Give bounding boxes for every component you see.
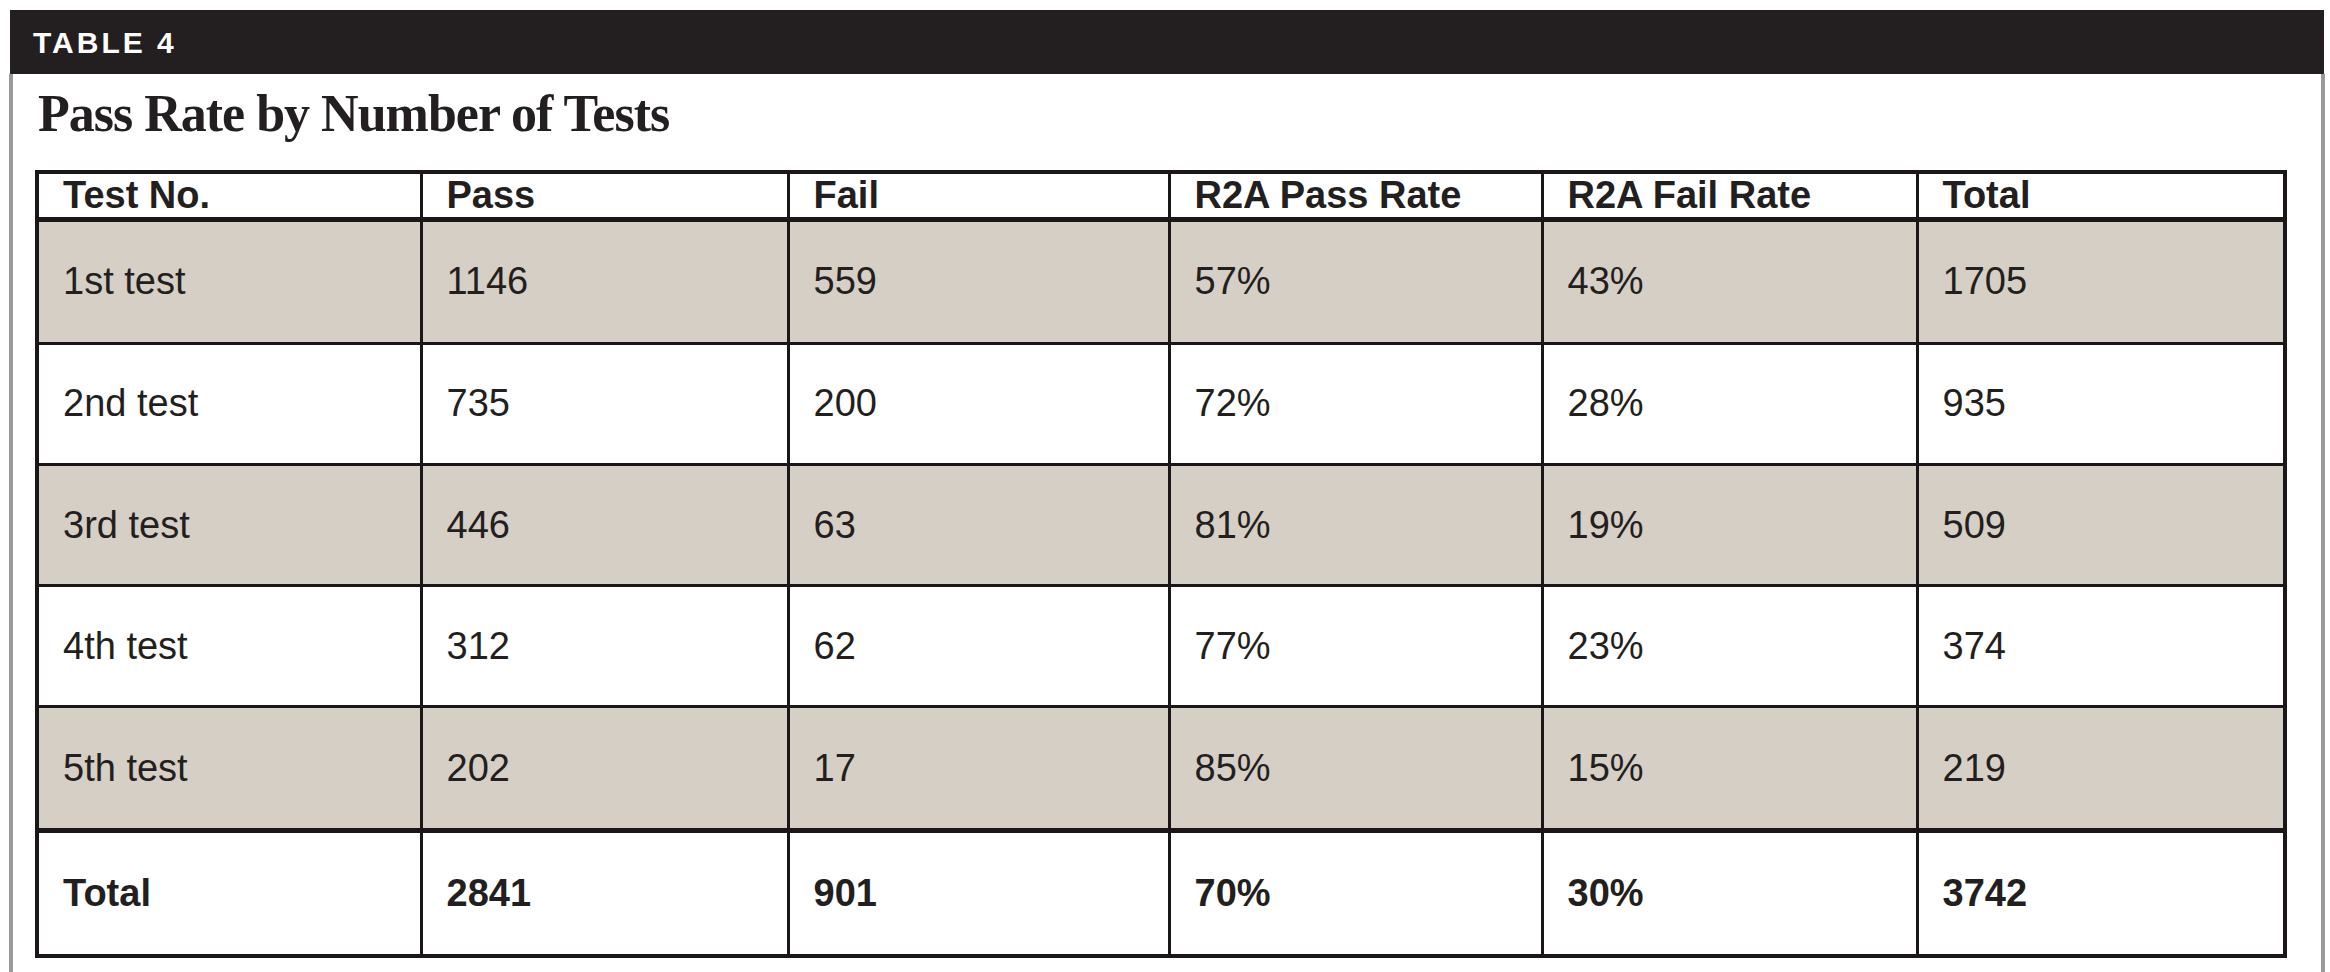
table-cell: 3742: [1917, 831, 2285, 956]
table-cell: 1705: [1917, 220, 2285, 344]
row-label-cell: 3rd test: [37, 465, 421, 586]
row-label-cell: 4th test: [37, 586, 421, 707]
column-header-total: Total: [1917, 172, 2285, 220]
column-header-fail: Fail: [788, 172, 1169, 220]
table-cell: 374: [1917, 586, 2285, 707]
table-cell: 219: [1917, 707, 2285, 831]
table-cell: 28%: [1542, 343, 1917, 464]
table-row: 5th test2021785%15%219: [37, 707, 2285, 831]
table-row: 4th test3126277%23%374: [37, 586, 2285, 707]
pass-rate-table: Test No. Pass Fail R2A Pass Rate R2A Fai…: [35, 170, 2287, 958]
table-cell: 735: [421, 343, 788, 464]
table-cell: 63: [788, 465, 1169, 586]
table-cell: 15%: [1542, 707, 1917, 831]
document-page: TABLE 4 Pass Rate by Number of Tests Tes…: [0, 0, 2330, 972]
table-number-label: TABLE 4: [10, 24, 177, 60]
table-cell: 43%: [1542, 220, 1917, 344]
column-header-test-no: Test No.: [37, 172, 421, 220]
table-cell: 446: [421, 465, 788, 586]
table-cell: 200: [788, 343, 1169, 464]
table-cell: 935: [1917, 343, 2285, 464]
page-edge-line-right: [2321, 74, 2325, 972]
table-cell: 57%: [1169, 220, 1542, 344]
table-total-row: Total284190170%30%3742: [37, 831, 2285, 956]
column-header-r2a-fail-rate: R2A Fail Rate: [1542, 172, 1917, 220]
table-row: 3rd test4466381%19%509: [37, 465, 2285, 586]
table-cell: 901: [788, 831, 1169, 956]
table-body: 1st test114655957%43%17052nd test7352007…: [37, 220, 2285, 957]
column-header-r2a-pass-rate: R2A Pass Rate: [1169, 172, 1542, 220]
table-cell: 23%: [1542, 586, 1917, 707]
row-label-cell: 5th test: [37, 707, 421, 831]
row-label-cell: Total: [37, 831, 421, 956]
table-cell: 77%: [1169, 586, 1542, 707]
table-cell: 30%: [1542, 831, 1917, 956]
table-cell: 85%: [1169, 707, 1542, 831]
header-row: Test No. Pass Fail R2A Pass Rate R2A Fai…: [37, 172, 2285, 220]
page-edge-line-left: [9, 74, 13, 972]
table-cell: 2841: [421, 831, 788, 956]
table-row: 1st test114655957%43%1705: [37, 220, 2285, 344]
table-row: 2nd test73520072%28%935: [37, 343, 2285, 464]
table-cell: 19%: [1542, 465, 1917, 586]
table-cell: 81%: [1169, 465, 1542, 586]
table-cell: 17: [788, 707, 1169, 831]
table-cell: 509: [1917, 465, 2285, 586]
table-number-banner: TABLE 4: [10, 10, 2324, 74]
table-cell: 312: [421, 586, 788, 707]
row-label-cell: 1st test: [37, 220, 421, 344]
table-cell: 1146: [421, 220, 788, 344]
row-label-cell: 2nd test: [37, 343, 421, 464]
table-cell: 559: [788, 220, 1169, 344]
table-cell: 70%: [1169, 831, 1542, 956]
table-cell: 72%: [1169, 343, 1542, 464]
table-cell: 62: [788, 586, 1169, 707]
table-cell: 202: [421, 707, 788, 831]
table-title: Pass Rate by Number of Tests: [38, 88, 669, 140]
column-header-pass: Pass: [421, 172, 788, 220]
